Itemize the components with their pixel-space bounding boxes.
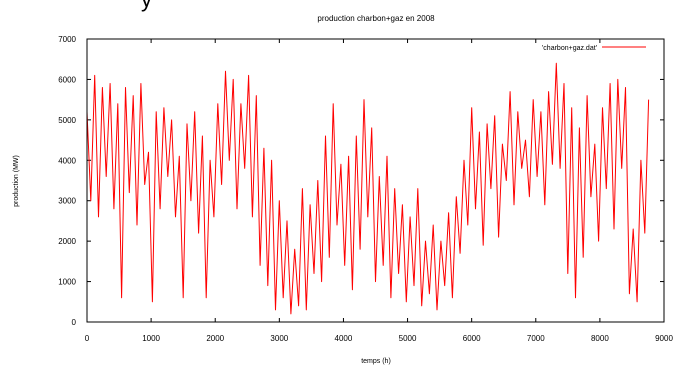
chart-title: production charbon+gaz en 2008 xyxy=(317,14,435,23)
y-tick-label: 1000 xyxy=(58,278,76,287)
x-axis-label: temps (h) xyxy=(361,358,391,365)
x-tick-label: 8000 xyxy=(591,334,609,343)
plot-frame xyxy=(86,38,665,323)
x-tick-label: 5000 xyxy=(399,334,417,343)
y-tick-label: 7000 xyxy=(58,35,76,44)
y-tick-label: 2000 xyxy=(58,237,76,246)
y-tick-label: 3000 xyxy=(58,197,76,206)
y-tick-label: 6000 xyxy=(58,75,76,84)
x-tick-label: 0 xyxy=(85,334,90,343)
x-tick-label: 4000 xyxy=(335,334,353,343)
x-tick-label: 7000 xyxy=(527,334,545,343)
x-tick-label: 9000 xyxy=(655,334,673,343)
legend-label: 'charbon+gaz.dat' xyxy=(542,45,597,52)
x-tick-label: 3000 xyxy=(270,334,288,343)
y-axis-label: production (MW) xyxy=(13,155,20,207)
series-layer xyxy=(86,62,650,315)
x-tick-label: 1000 xyxy=(142,334,160,343)
legend: 'charbon+gaz.dat' xyxy=(542,45,646,52)
y-tick-label: 4000 xyxy=(58,156,76,165)
x-tick-label: 6000 xyxy=(463,334,481,343)
cropped-heading: y xyxy=(141,0,152,13)
series-line xyxy=(86,62,650,315)
y-tick-label: 5000 xyxy=(58,116,76,125)
x-tick-label: 2000 xyxy=(206,334,224,343)
y-tick-label: 0 xyxy=(72,318,77,327)
